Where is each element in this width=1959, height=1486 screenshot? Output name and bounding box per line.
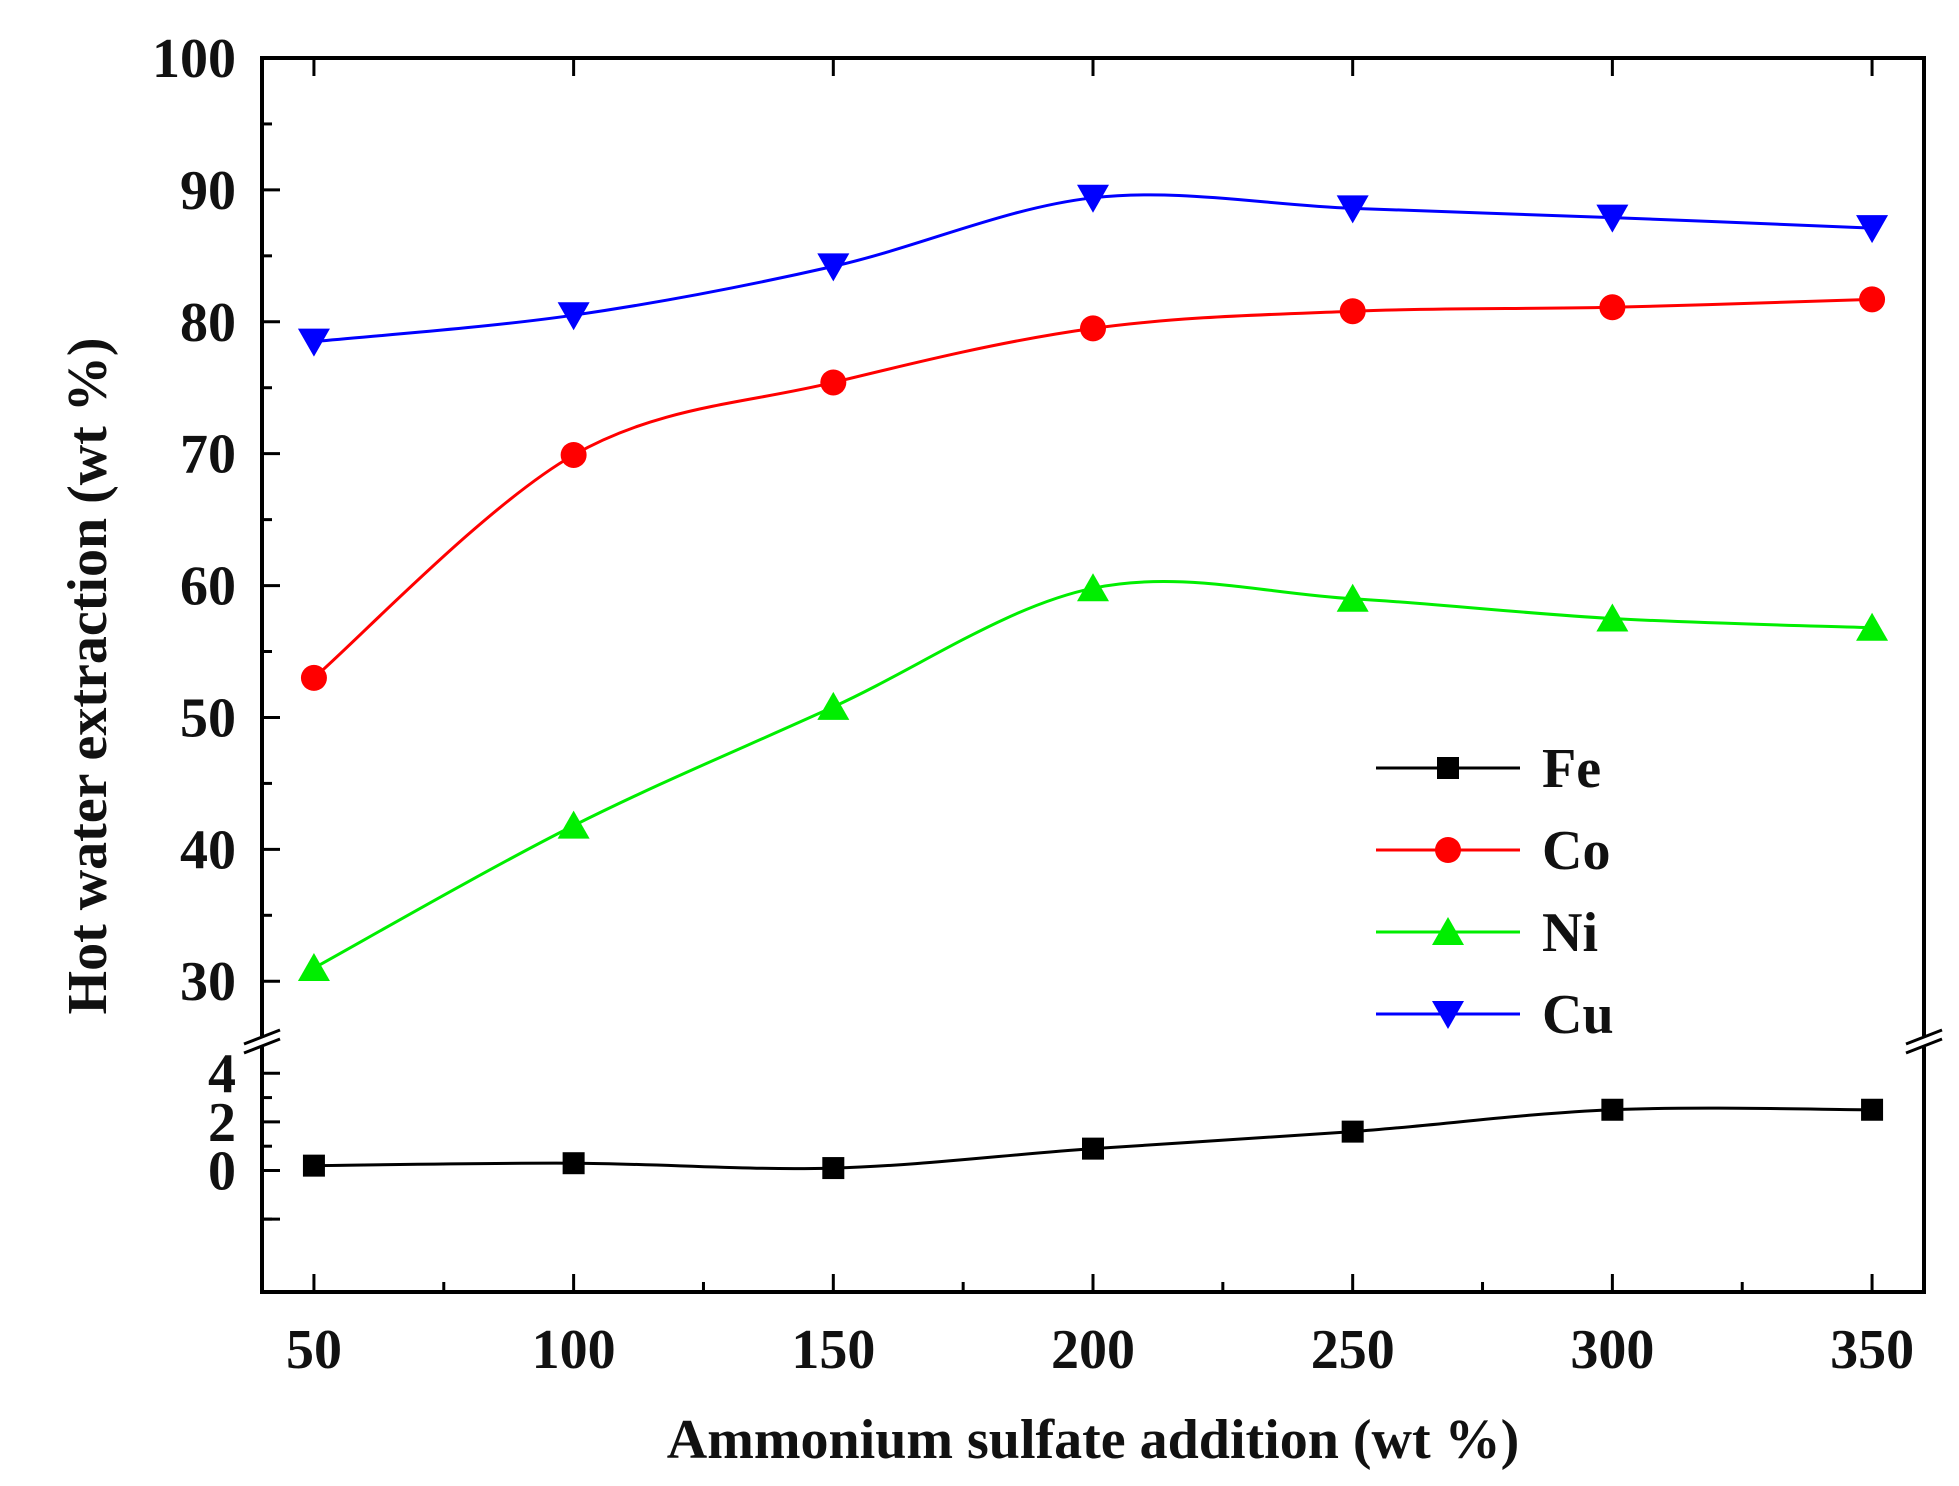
data-point-fe [1082,1137,1104,1160]
data-point-fe [1341,1120,1364,1143]
axis-ticks [262,56,1874,1292]
y-tick-label: 30 [180,951,236,1013]
y-tick-label: 4 [208,1043,236,1105]
legend-label-co: Co [1542,820,1610,882]
data-point-co [1859,286,1886,313]
legend-marker-fe [1437,757,1459,779]
data-point-co [1599,294,1626,321]
data-point-ni [557,810,590,839]
y-tick-label: 40 [180,819,236,881]
data-point-cu [1856,215,1889,244]
data-point-co [820,369,847,396]
x-tick-label: 200 [1051,1319,1135,1381]
y-tick-label: 50 [180,687,236,749]
y-tick-label: 60 [180,556,236,618]
data-point-ni [1077,573,1109,602]
data-point-cu [817,253,850,282]
data-point-fe [1601,1098,1624,1121]
legend-label-fe: Fe [1542,738,1601,800]
axis-break-slash [243,1028,281,1046]
axis-break-slash [1905,1028,1943,1046]
legend-label-cu: Cu [1542,984,1614,1046]
series-markers [297,184,1889,1180]
data-point-cu [557,302,590,331]
x-tick-label: 50 [286,1319,342,1381]
data-point-ni [1596,603,1629,632]
x-axis-title: Ammonium sulfate addition (wt %) [667,1409,1519,1471]
x-tick-label: 250 [1311,1319,1395,1381]
data-point-cu [1336,195,1369,224]
legend-marker-co [1435,837,1461,863]
axis-break-gap [1904,1036,1944,1047]
data-point-cu [297,328,330,357]
x-tick-label: 300 [1570,1319,1654,1381]
axis-break [242,1028,1944,1055]
x-tick-label: 150 [791,1319,875,1381]
axis-break-gap [242,1036,282,1047]
y-tick-label: 70 [180,424,236,486]
axis-break-slash [1905,1037,1943,1055]
x-tick-label: 100 [532,1319,616,1381]
data-point-fe [822,1157,845,1180]
tick-labels: 50 100 150 200 250 300 350 30 40 50 60 70 80 90 100 024 [152,28,1914,1381]
legend-label-ni: Ni [1542,902,1598,964]
y-axis-title: Hot water extraction (wt %) [57,338,119,1015]
data-point-co [1339,298,1366,325]
data-point-ni [297,953,330,982]
data-point-fe [562,1152,585,1175]
y-tick-label: 0 [208,1141,236,1203]
data-point-ni [1856,612,1889,641]
data-point-cu [1596,204,1629,233]
data-point-fe [1861,1098,1884,1121]
data-point-co [1080,315,1106,342]
data-point-co [560,441,587,468]
data-point-ni [1336,583,1369,612]
data-point-ni [817,691,850,720]
y-tick-label: 80 [180,292,236,354]
legend-marker-cu [1432,1001,1464,1029]
data-point-cu [1077,184,1109,213]
data-point-fe [302,1154,325,1177]
y-tick-label: 2 [208,1092,236,1154]
series-line-ni [313,580,1873,970]
legend-marker-ni [1432,917,1464,945]
y-tick-label: 100 [152,28,236,90]
y-tick-label: 90 [180,160,236,222]
legend: Fe Co Ni Cu [1376,738,1614,1046]
data-point-co [300,664,327,691]
axis-break-slash [243,1037,281,1055]
x-tick-label: 350 [1830,1319,1914,1381]
